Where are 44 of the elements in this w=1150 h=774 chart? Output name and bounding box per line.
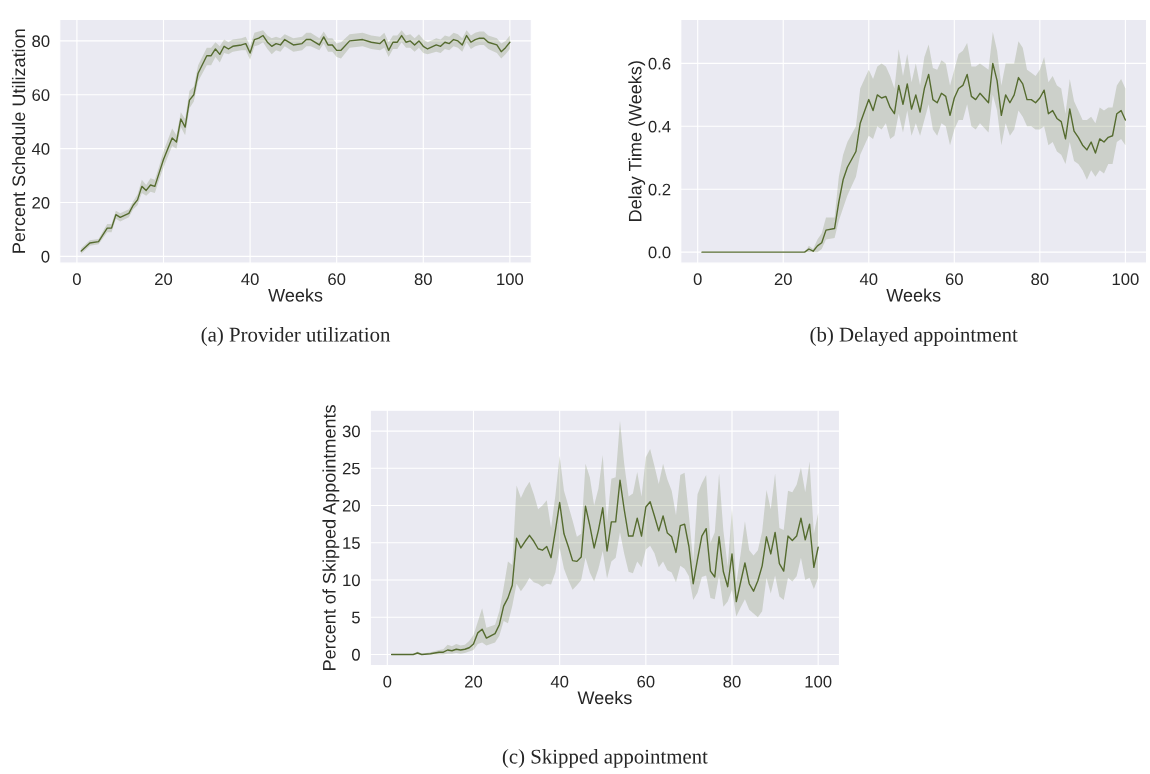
- x-tick-label: 40: [241, 273, 259, 286]
- x-tick-label: 20: [155, 273, 173, 286]
- y-tick-label: 0: [351, 648, 360, 661]
- x-tick-label: 20: [774, 273, 792, 286]
- text: (b) Delayed appointment: [810, 327, 1018, 346]
- y-tick-label: 20: [32, 196, 50, 209]
- y-tick-label: 20: [342, 499, 360, 512]
- y-tick-label: 60: [32, 89, 50, 101]
- x-tick-label: 0: [72, 273, 81, 286]
- x-tick-label: 60: [945, 273, 963, 286]
- y-tick-label: 80: [32, 35, 50, 48]
- y-tick-label: 10: [343, 574, 360, 587]
- text: (c) Skipped appointment: [502, 748, 708, 768]
- x-tick-label: 100: [497, 273, 524, 286]
- text: (a) Provider utilization: [201, 327, 391, 346]
- y-tick-label: 0.6: [648, 57, 671, 70]
- x-tick-label: 80: [723, 675, 741, 688]
- x-tick-label: 20: [465, 675, 483, 688]
- x-tick-label: 0: [383, 675, 392, 688]
- y-axis-title: Percent of Skipped Appointments: [322, 405, 340, 670]
- y-tick-label: 15: [343, 537, 360, 549]
- x-axis-title: Weeks: [886, 288, 941, 302]
- x-tick-label: 100: [805, 675, 832, 688]
- x-axis-title: Weeks: [577, 690, 632, 705]
- x-tick-label: 40: [550, 675, 569, 688]
- x-tick-label: 0: [693, 273, 702, 286]
- x-axis-title: Weeks: [268, 288, 323, 302]
- x-tick-label: 40: [859, 273, 878, 286]
- y-axis-title: Percent Schedule Utilization: [11, 29, 26, 253]
- y-tick-label: 25: [342, 462, 360, 475]
- x-tick-label: 80: [1031, 273, 1049, 286]
- y-tick-label: 0.2: [648, 183, 671, 196]
- x-tick-label: 60: [328, 273, 346, 286]
- x-tick-label: 100: [1112, 273, 1139, 286]
- y-axis-title: Delay Time (Weeks): [628, 61, 646, 221]
- y-tick-label: 0.0: [648, 246, 671, 259]
- line-series: [390, 479, 819, 656]
- y-tick-label: 30: [342, 425, 360, 438]
- y-tick-label: 5: [351, 611, 360, 624]
- y-tick-label: 0.4: [648, 120, 671, 133]
- y-tick-label: 40: [31, 143, 50, 155]
- x-tick-label: 60: [637, 675, 655, 688]
- x-tick-label: 80: [414, 273, 432, 286]
- y-tick-label: 0: [41, 250, 50, 263]
